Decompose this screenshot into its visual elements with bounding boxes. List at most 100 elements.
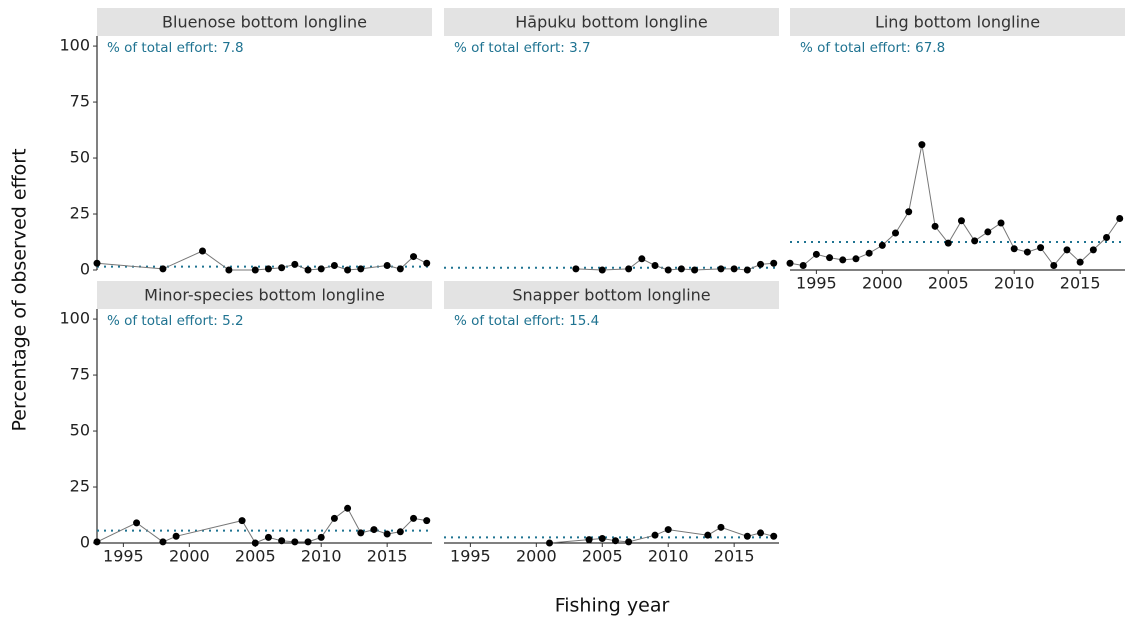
data-point bbox=[159, 265, 167, 273]
data-point bbox=[264, 533, 272, 541]
data-point bbox=[931, 222, 939, 230]
data-point bbox=[812, 250, 820, 258]
data-point bbox=[611, 537, 619, 545]
data-point bbox=[743, 532, 751, 540]
data-point bbox=[598, 266, 606, 274]
y-tick-label: 0 bbox=[80, 533, 90, 552]
data-point bbox=[691, 266, 699, 274]
data-point bbox=[225, 266, 233, 274]
data-point bbox=[383, 262, 391, 270]
x-tick-label: 2000 bbox=[516, 547, 557, 566]
facet-title: Hāpuku bottom longline bbox=[515, 13, 708, 32]
data-point bbox=[317, 533, 325, 541]
data-point bbox=[638, 255, 646, 263]
facet-title: Bluenose bottom longline bbox=[162, 13, 367, 32]
x-tick-label: 2015 bbox=[714, 547, 755, 566]
annotation: % of total effort: 3.7 bbox=[454, 40, 591, 56]
annotation: % of total effort: 5.2 bbox=[107, 313, 244, 329]
x-tick-label: 1995 bbox=[103, 547, 144, 566]
facet-title: Snapper bottom longline bbox=[512, 286, 710, 305]
data-point bbox=[344, 504, 352, 512]
y-tick-label: 75 bbox=[70, 92, 90, 111]
data-point bbox=[396, 265, 404, 273]
data-point bbox=[410, 253, 418, 261]
facet-strip bbox=[97, 8, 432, 36]
data-point bbox=[1076, 258, 1084, 266]
data-point bbox=[291, 538, 299, 546]
y-tick-label: 100 bbox=[59, 36, 90, 55]
data-point bbox=[330, 262, 338, 270]
data-point bbox=[199, 247, 207, 255]
data-point bbox=[971, 237, 979, 245]
data-point bbox=[651, 262, 659, 270]
data-point bbox=[677, 265, 685, 273]
data-point bbox=[304, 538, 312, 546]
data-point bbox=[546, 539, 554, 547]
data-point bbox=[664, 526, 672, 534]
data-point bbox=[717, 265, 725, 273]
data-point bbox=[826, 254, 834, 262]
data-point bbox=[370, 526, 378, 534]
data-point bbox=[878, 241, 886, 249]
data-point bbox=[317, 265, 325, 273]
data-point bbox=[997, 219, 1005, 227]
facet-title: Ling bottom longline bbox=[875, 13, 1040, 32]
y-tick-label: 25 bbox=[70, 477, 90, 496]
x-tick-label: 2005 bbox=[928, 274, 969, 293]
x-tick-label: 2010 bbox=[994, 274, 1035, 293]
data-point bbox=[133, 519, 141, 527]
x-tick-label: 2010 bbox=[648, 547, 689, 566]
data-point bbox=[770, 259, 778, 267]
x-tick-label: 2005 bbox=[235, 547, 276, 566]
data-point bbox=[944, 239, 952, 247]
annotation: % of total effort: 67.8 bbox=[800, 40, 945, 56]
y-tick-label: 25 bbox=[70, 204, 90, 223]
y-tick-label: 50 bbox=[70, 421, 90, 440]
facet-strip bbox=[790, 8, 1125, 36]
data-point bbox=[717, 523, 725, 531]
data-point bbox=[383, 530, 391, 538]
data-point bbox=[585, 536, 593, 544]
data-point bbox=[625, 538, 633, 546]
data-point bbox=[625, 265, 633, 273]
data-point bbox=[291, 260, 299, 268]
data-point bbox=[344, 266, 352, 274]
data-point bbox=[892, 229, 900, 237]
x-tick-label: 2010 bbox=[301, 547, 342, 566]
x-tick-label: 2000 bbox=[169, 547, 210, 566]
data-point bbox=[984, 228, 992, 236]
x-tick-label: 1995 bbox=[796, 274, 837, 293]
data-point bbox=[799, 262, 807, 270]
data-point bbox=[839, 256, 847, 264]
data-point bbox=[918, 141, 926, 149]
facet-strip bbox=[444, 8, 779, 36]
data-line bbox=[96, 507, 427, 544]
x-tick-label: 1995 bbox=[450, 547, 491, 566]
data-point bbox=[251, 539, 259, 547]
data-point bbox=[278, 264, 286, 272]
data-point bbox=[238, 517, 246, 525]
data-point bbox=[1037, 244, 1045, 252]
data-point bbox=[1089, 246, 1097, 254]
data-point bbox=[423, 517, 431, 525]
data-point bbox=[357, 529, 365, 537]
y-tick-label: 50 bbox=[70, 148, 90, 167]
data-point bbox=[786, 259, 794, 267]
data-point bbox=[852, 255, 860, 263]
facet-strip bbox=[97, 281, 432, 309]
data-point bbox=[278, 537, 286, 545]
data-point bbox=[357, 265, 365, 273]
data-point bbox=[93, 538, 101, 546]
x-tick-label: 2015 bbox=[1060, 274, 1101, 293]
data-line bbox=[549, 526, 774, 544]
y-axis-title: Percentage of observed effort bbox=[9, 148, 31, 431]
data-point bbox=[1063, 246, 1071, 254]
y-tick-label: 75 bbox=[70, 365, 90, 384]
data-point bbox=[770, 532, 778, 540]
data-point bbox=[1103, 234, 1111, 242]
data-point bbox=[757, 529, 765, 537]
data-point bbox=[396, 528, 404, 536]
data-point bbox=[664, 266, 672, 274]
data-point bbox=[1010, 245, 1018, 253]
